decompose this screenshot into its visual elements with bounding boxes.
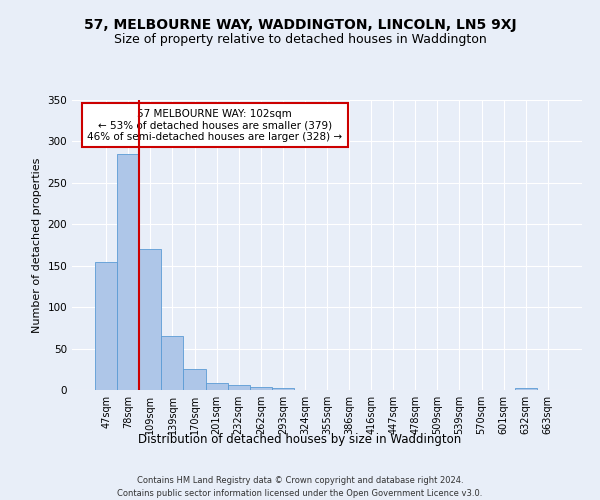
Bar	[161, 336, 184, 390]
Bar	[272, 388, 294, 390]
Bar	[515, 388, 537, 390]
Text: Size of property relative to detached houses in Waddington: Size of property relative to detached ho…	[113, 32, 487, 46]
Bar	[139, 249, 161, 390]
Text: Distribution of detached houses by size in Waddington: Distribution of detached houses by size …	[139, 432, 461, 446]
Text: Contains HM Land Registry data © Crown copyright and database right 2024.: Contains HM Land Registry data © Crown c…	[137, 476, 463, 485]
Y-axis label: Number of detached properties: Number of detached properties	[32, 158, 42, 332]
Bar	[227, 385, 250, 390]
Text: 57 MELBOURNE WAY: 102sqm
← 53% of detached houses are smaller (379)
46% of semi-: 57 MELBOURNE WAY: 102sqm ← 53% of detach…	[87, 108, 343, 142]
Text: Contains public sector information licensed under the Open Government Licence v3: Contains public sector information licen…	[118, 489, 482, 498]
Bar	[250, 386, 272, 390]
Bar	[117, 154, 139, 390]
Text: 57, MELBOURNE WAY, WADDINGTON, LINCOLN, LN5 9XJ: 57, MELBOURNE WAY, WADDINGTON, LINCOLN, …	[83, 18, 517, 32]
Bar	[95, 262, 117, 390]
Bar	[184, 370, 206, 390]
Bar	[206, 382, 227, 390]
